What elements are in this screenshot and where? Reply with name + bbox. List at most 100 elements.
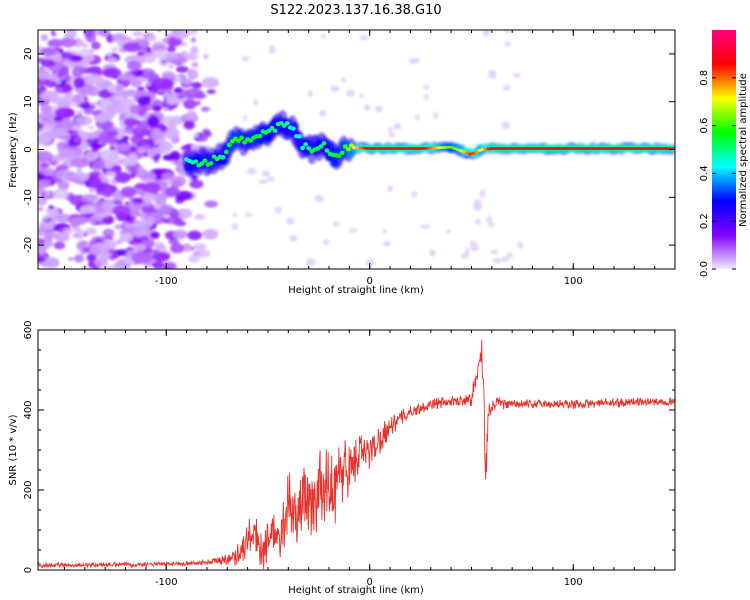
noise-blob [53,177,63,184]
noise-blob [105,171,116,177]
noise-blob [188,98,194,103]
noise-blob [107,57,117,63]
noise-blob [231,223,239,230]
noise-blob [474,219,481,225]
noise-blob [506,252,514,259]
ridge-core [318,144,324,149]
noise-blob [126,60,142,71]
ridge-core [226,142,232,148]
noise-blob [118,72,134,81]
noise-blob [124,200,130,206]
noise-blob [113,95,126,102]
spectrogram-image [38,30,675,269]
ridge-core [199,161,205,166]
noise-blob [383,240,392,247]
noise-blob [162,261,177,269]
noise-blob [120,156,139,167]
noise-blob [180,145,190,151]
noise-blob [67,129,74,134]
noise-blob [137,146,145,151]
ridge-core [336,153,342,159]
noise-blob [266,176,276,182]
noise-blob [86,86,100,97]
spectrogram-y-axis: -20 -10 0 10 20 [23,48,675,253]
noise-blob [187,230,203,241]
noise-blob [177,93,185,99]
noise-blob [193,132,199,138]
noise-blob [40,47,56,57]
noise-blob [73,77,86,89]
noise-blob [38,68,51,80]
noise-blob [488,222,495,228]
noise-blob [158,141,173,153]
noise-blob [118,231,133,243]
noise-blob [166,52,179,60]
noise-blob [330,85,340,92]
noise-blob [40,34,49,42]
noise-blob [38,237,45,246]
noise-blob [202,130,212,138]
noise-blob [136,231,142,237]
noise-blob [42,117,51,122]
noise-blob [137,120,150,131]
x-tick-label: 0 [367,276,373,287]
noise-blob [189,179,204,189]
noise-blob [61,36,76,48]
ridge-core [284,120,290,126]
noise-blob [268,45,276,54]
ridge-core [223,149,229,155]
noise-blob [93,113,113,123]
noise-blob [102,187,114,198]
noise-blob [70,171,89,182]
colorbar-tick-label: 0.2 [699,213,710,229]
colorbar-gradient [712,30,736,269]
noise-blob [133,197,144,204]
ridge-core [208,161,214,166]
y-tick-label: 0 [23,146,34,152]
noise-blob [182,243,192,252]
y-tick-label: -20 [23,237,34,253]
noise-blob [52,188,69,200]
noise-blob [186,30,198,35]
noise-blob [92,173,97,178]
noise-blob [98,158,106,163]
noise-blob [99,30,111,37]
noise-blob [374,105,384,113]
noise-blob [70,156,91,168]
noise-blob [180,42,187,47]
noise-blob [76,110,83,115]
noise-blob [122,42,143,52]
noise-blob [102,228,115,239]
noise-blob [163,213,171,219]
noise-blob [75,115,93,126]
noise-blob [156,244,167,251]
noise-blob [512,73,521,78]
snr-y-axis: 0 200 400 600 [23,320,675,573]
noise-blob [38,255,46,263]
noise-blob [123,117,138,127]
noise-blob [58,65,70,74]
noise-blob [153,203,162,209]
noise-blob [198,135,208,142]
noise-blob [502,84,511,91]
noise-blob [314,195,325,202]
noise-blob [38,196,48,206]
noise-blob [106,52,113,57]
ridge-mid [329,158,338,168]
ridge-core [239,135,244,140]
noise-blob [206,89,216,94]
noise-blob [423,84,430,90]
noise-blob [164,71,173,78]
noise-blob [38,172,46,181]
noise-blob [57,72,65,77]
ridge-core [269,125,275,131]
noise-blob [174,159,185,167]
snr-x-axis-label: Height of straight line (km) [288,585,424,596]
noise-blob [188,254,200,263]
noise-blob [172,180,182,188]
noise-blob [166,128,180,137]
noise-blob [57,228,65,233]
x-tick-label: 100 [564,577,583,588]
noise-blob [43,215,49,220]
